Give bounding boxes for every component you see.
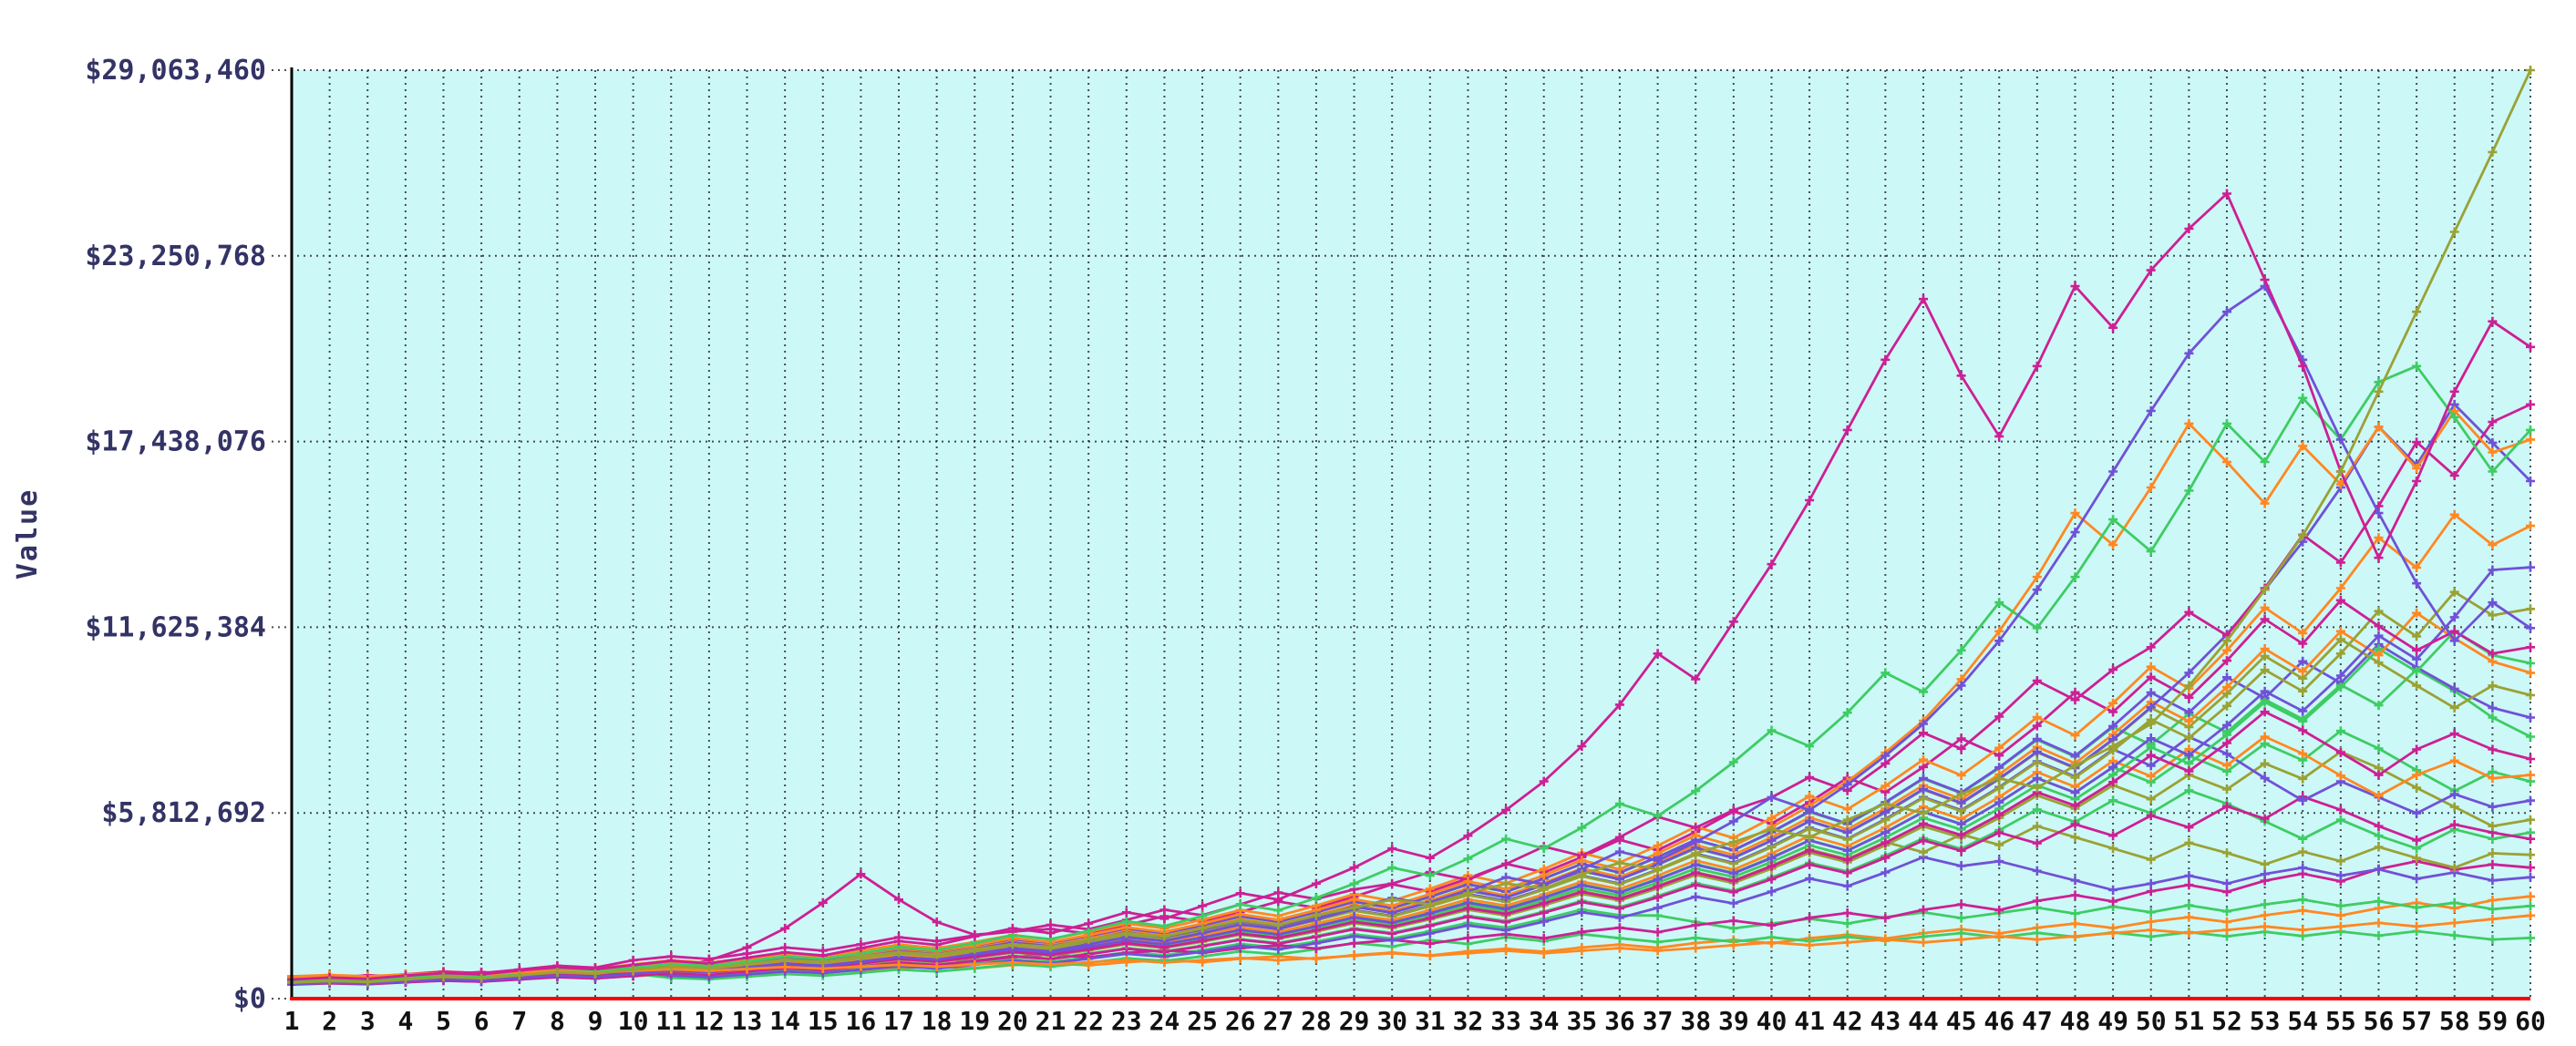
x-tick-label: 29 (1339, 1006, 1370, 1036)
x-tick-label: 58 (2439, 1006, 2470, 1036)
x-tick-label: 37 (1643, 1006, 1674, 1036)
series-line (291, 914, 2531, 978)
series-line (291, 795, 2531, 986)
x-tick-label: 34 (1529, 1006, 1560, 1036)
plot-area (292, 70, 2530, 999)
x-tick-label: 4 (397, 1006, 413, 1036)
x-tick-label: 12 (694, 1006, 725, 1036)
x-tick-label: 30 (1376, 1006, 1407, 1036)
x-tick-label: 28 (1301, 1006, 1332, 1036)
x-tick-label: 53 (2250, 1006, 2281, 1036)
y-tick-label: $11,625,384 (85, 611, 266, 643)
x-tick-label: 8 (550, 1006, 565, 1036)
y-tick-label: $29,063,460 (85, 55, 266, 87)
y-tick-label: $0 (233, 983, 266, 1015)
x-tick-label: 33 (1490, 1006, 1521, 1036)
x-tick-label: 20 (997, 1006, 1028, 1036)
gridlines (272, 69, 2531, 1000)
x-tick-label: 13 (732, 1006, 763, 1036)
x-tick-label: 50 (2136, 1006, 2167, 1036)
x-tick-label: 31 (1415, 1006, 1446, 1036)
x-tick-label: 59 (2478, 1006, 2509, 1036)
x-tick-label: 3 (360, 1006, 376, 1036)
x-tick-label: 14 (769, 1006, 800, 1036)
x-tick-label: 24 (1149, 1006, 1180, 1036)
x-tick-label: 18 (922, 1006, 953, 1036)
x-tick-label: 51 (2173, 1006, 2204, 1036)
axes (290, 67, 2530, 1000)
x-tick-label: 19 (959, 1006, 990, 1036)
series-line (291, 409, 2531, 980)
x-tick-label: 35 (1566, 1006, 1597, 1036)
x-tick-label: 32 (1453, 1006, 1484, 1036)
series-line (291, 192, 2531, 981)
x-tick-label: 36 (1604, 1006, 1635, 1036)
x-tick-label: 55 (2325, 1006, 2356, 1036)
x-tick-label: 6 (474, 1006, 489, 1036)
x-tick-label: 2 (322, 1006, 337, 1036)
x-tick-label: 49 (2097, 1006, 2128, 1036)
x-tick-label: 9 (588, 1006, 603, 1036)
x-tick-label: 44 (1908, 1006, 1939, 1036)
x-tick-label: 40 (1757, 1006, 1788, 1036)
plot-background (292, 70, 2530, 999)
x-tick-label: 46 (1984, 1006, 2014, 1036)
x-tick-label: 42 (1832, 1006, 1863, 1036)
y-tick-label: $23,250,768 (85, 241, 266, 272)
x-tick-label: 52 (2211, 1006, 2242, 1036)
x-tick-label: 10 (618, 1006, 649, 1036)
x-tick-label: 39 (1718, 1006, 1749, 1036)
y-axis-title: Value (12, 488, 44, 579)
axis-labels: $0 $5,812,692 $11,625,384 $17,438,076 $23,25… (85, 55, 2546, 1036)
x-tick-label: 45 (1946, 1006, 1977, 1036)
x-tick-label: 15 (808, 1006, 839, 1036)
series-line (291, 403, 2531, 979)
series-line (291, 856, 2531, 981)
y-tick-label: $17,438,076 (85, 426, 266, 458)
x-tick-label: 25 (1187, 1006, 1218, 1036)
x-tick-label: 56 (2364, 1006, 2395, 1036)
x-tick-label: 17 (883, 1006, 914, 1036)
x-tick-label: 27 (1262, 1006, 1293, 1036)
x-tick-label: 11 (655, 1006, 686, 1036)
x-tick-label: 57 (2401, 1006, 2432, 1036)
x-tick-label: 26 (1225, 1006, 1256, 1036)
x-tick-label: 47 (2022, 1006, 2053, 1036)
x-tick-label: 43 (1870, 1006, 1901, 1036)
series-line (291, 69, 2532, 984)
series-line (291, 929, 2531, 982)
y-tick-label: $5,812,692 (101, 797, 266, 829)
x-tick-label: 38 (1680, 1006, 1711, 1036)
x-tick-label: 16 (846, 1006, 877, 1036)
x-tick-label: 48 (2060, 1006, 2091, 1036)
x-tick-label: 5 (436, 1006, 451, 1036)
x-tick-label: 21 (1036, 1006, 1066, 1036)
x-tick-label: 7 (511, 1006, 527, 1036)
x-tick-label: 1 (284, 1006, 300, 1036)
series-line (291, 364, 2532, 983)
x-tick-label: 41 (1794, 1006, 1825, 1036)
x-tick-label: 23 (1111, 1006, 1142, 1036)
x-tick-label: 22 (1073, 1006, 1104, 1036)
x-tick-label: 54 (2287, 1006, 2318, 1036)
x-tick-label: 60 (2515, 1006, 2546, 1036)
